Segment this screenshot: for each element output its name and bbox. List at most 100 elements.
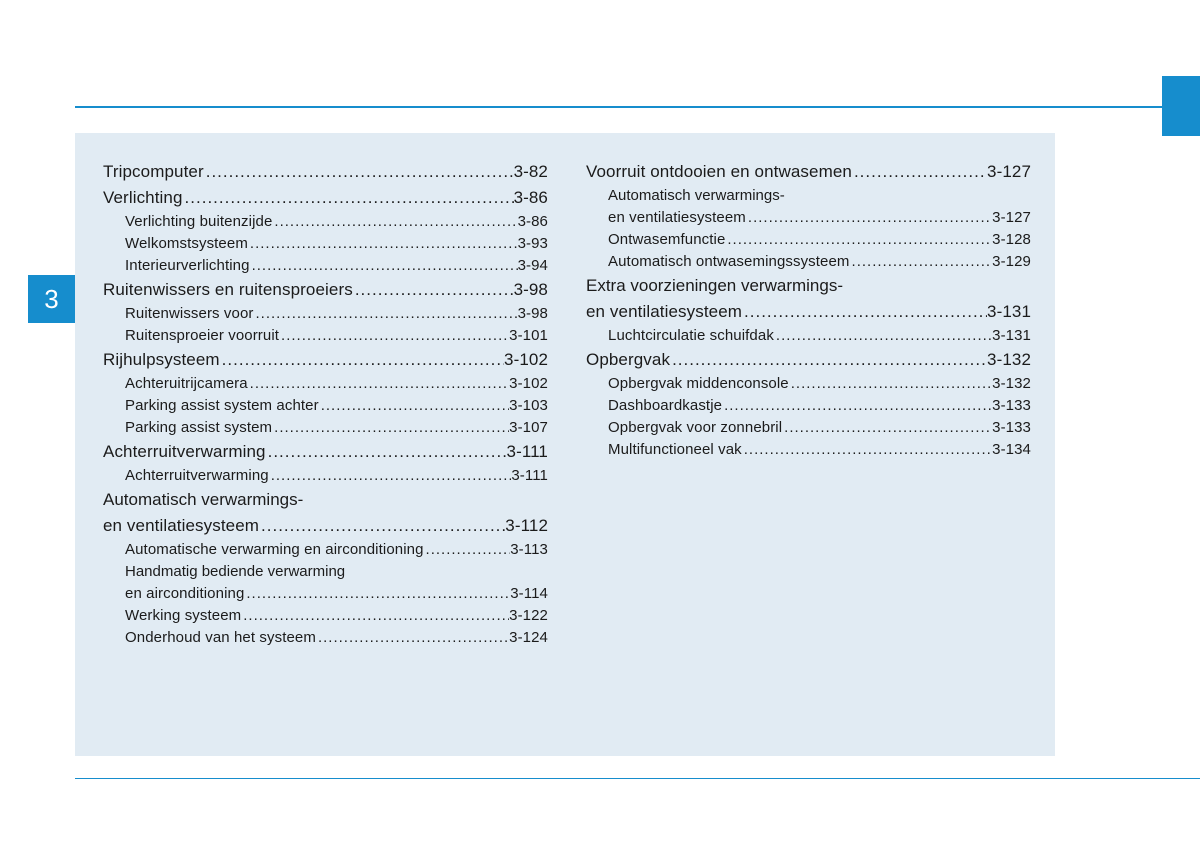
toc-entry-label: Verlichting buitenzijde [125,211,272,233]
toc-entry-subsection: Ruitenwissers voor 3-98 [103,303,548,325]
toc-entry-section: Rijhulpsysteem3-102 [103,347,548,373]
toc-entry-label: en ventilatiesysteem [586,299,742,325]
toc-entry-page: 3-131 [987,299,1031,325]
toc-entry-page: 3-113 [510,539,548,561]
toc-leader-dots [183,185,514,211]
toc-entry-label: Voorruit ontdooien en ontwasemen [586,159,852,185]
toc-leader-dots [204,159,514,185]
toc-entry-label: Werking systeem [125,605,241,627]
toc-leader-dots [353,277,514,303]
toc-entry-page: 3-129 [992,251,1031,273]
toc-leader-dots [670,347,987,373]
toc-entry-subsection: Achterruitverwarming 3-111 [103,465,548,487]
toc-entry-page: 3-98 [518,303,548,325]
toc-leader-dots [319,395,509,417]
toc-entry-section: en ventilatiesysteem3-112 [103,513,548,539]
toc-entry-label: Rijhulpsysteem [103,347,220,373]
toc-leader-dots [269,465,512,487]
toc-entry-page: 3-127 [987,159,1031,185]
toc-entry-label: Achterruitverwarming [125,465,269,487]
toc-entry-subsection: Onderhoud van het systeem 3-124 [103,627,548,649]
toc-entry-label: en airconditioning [125,583,244,605]
toc-leader-dots [746,207,992,229]
toc-leader-dots [742,439,992,461]
toc-entry-page: 3-134 [992,439,1031,461]
toc-entry-page: 3-86 [518,211,548,233]
top-rule [75,106,1200,108]
toc-entry-page: 3-86 [514,185,548,211]
toc-leader-dots [782,417,992,439]
toc-entry-label: Tripcomputer [103,159,204,185]
toc-entry-label: en ventilatiesysteem [608,207,746,229]
toc-entry-section: Voorruit ontdooien en ontwasemen 3-127 [586,159,1031,185]
toc-entry-label: Opbergvak voor zonnebril [608,417,782,439]
toc-leader-dots [259,513,505,539]
toc-leader-dots [248,373,509,395]
toc-entry-page: 3-132 [987,347,1031,373]
toc-entry-label: Achteruitrijcamera [125,373,248,395]
toc-entry-page: 3-102 [509,373,548,395]
toc-leader-dots [220,347,504,373]
toc-entry-subsection: Luchtcirculatie schuifdak3-131 [586,325,1031,347]
toc-entry-page: 3-94 [518,255,548,277]
bottom-rule [75,778,1200,779]
toc-leader-dots [722,395,992,417]
toc-leader-dots [272,211,517,233]
toc-entry-continuation: Automatisch verwarmings- [586,185,1031,207]
toc-entry-label: Onderhoud van het systeem [125,627,316,649]
toc-entry-subsection: en airconditioning 3-114 [103,583,548,605]
toc-leader-dots [774,325,992,347]
toc-leader-dots [852,159,987,185]
toc-leader-dots [742,299,987,325]
toc-column-left: Tripcomputer3-82Verlichting3-86Verlichti… [103,159,548,649]
toc-columns: Tripcomputer3-82Verlichting3-86Verlichti… [103,159,1027,649]
toc-entry-subsection: Multifunctioneel vak 3-134 [586,439,1031,461]
toc-leader-dots [266,439,507,465]
document-page: 3 Tripcomputer3-82Verlichting3-86Verlich… [0,0,1200,861]
toc-entry-label: Ruitenwissers en ruitensproeiers [103,277,353,303]
toc-entry-page: 3-98 [514,277,548,303]
toc-entry-page: 3-111 [511,465,548,487]
toc-entry-page: 3-101 [509,325,548,347]
toc-entry-page: 3-133 [992,417,1031,439]
toc-leader-dots [789,373,992,395]
toc-entry-label: Opbergvak middenconsole [608,373,789,395]
toc-column-right: Voorruit ontdooien en ontwasemen 3-127Aut… [586,159,1031,649]
toc-panel: Tripcomputer3-82Verlichting3-86Verlichti… [75,133,1055,756]
toc-entry-page: 3-114 [510,583,548,605]
toc-entry-label: Automatische verwarming en airconditioni… [125,539,424,561]
toc-entry-page: 3-93 [518,233,548,255]
toc-entry-page: 3-107 [509,417,548,439]
toc-entry-page: 3-122 [509,605,548,627]
toc-leader-dots [316,627,509,649]
toc-entry-page: 3-127 [992,207,1031,229]
toc-leader-dots [250,255,518,277]
toc-leader-dots [272,417,509,439]
toc-entry-label: Ruitenwissers voor [125,303,254,325]
chapter-tab: 3 [28,275,75,323]
toc-entry-subsection: Verlichting buitenzijde 3-86 [103,211,548,233]
toc-entry-section: en ventilatiesysteem 3-131 [586,299,1031,325]
toc-entry-section: Tripcomputer 3-82 [103,159,548,185]
toc-entry-subsection: en ventilatiesysteem 3-127 [586,207,1031,229]
toc-entry-section: Ruitenwissers en ruitensproeiers 3-98 [103,277,548,303]
toc-entry-section: Achterruitverwarming3-111 [103,439,548,465]
toc-entry-subsection: Ruitensproeier voorruit3-101 [103,325,548,347]
toc-entry-label: Opbergvak [586,347,670,373]
toc-leader-dots [248,233,518,255]
toc-leader-dots [254,303,518,325]
toc-entry-page: 3-128 [992,229,1031,251]
toc-entry-subsection: Opbergvak middenconsole 3-132 [586,373,1031,395]
toc-entry-page: 3-124 [509,627,548,649]
toc-entry-label: Multifunctioneel vak [608,439,742,461]
toc-entry-label: en ventilatiesysteem [103,513,259,539]
toc-entry-label: Parking assist system [125,417,272,439]
toc-entry-subsection: Ontwasemfunctie3-128 [586,229,1031,251]
side-tab [1162,76,1200,136]
toc-entry-subsection: Interieurverlichting3-94 [103,255,548,277]
toc-leader-dots [279,325,509,347]
toc-entry-page: 3-82 [514,159,548,185]
toc-leader-dots [424,539,511,561]
toc-entry-continuation: Automatisch verwarmings- [103,487,548,513]
toc-entry-page: 3-132 [992,373,1031,395]
